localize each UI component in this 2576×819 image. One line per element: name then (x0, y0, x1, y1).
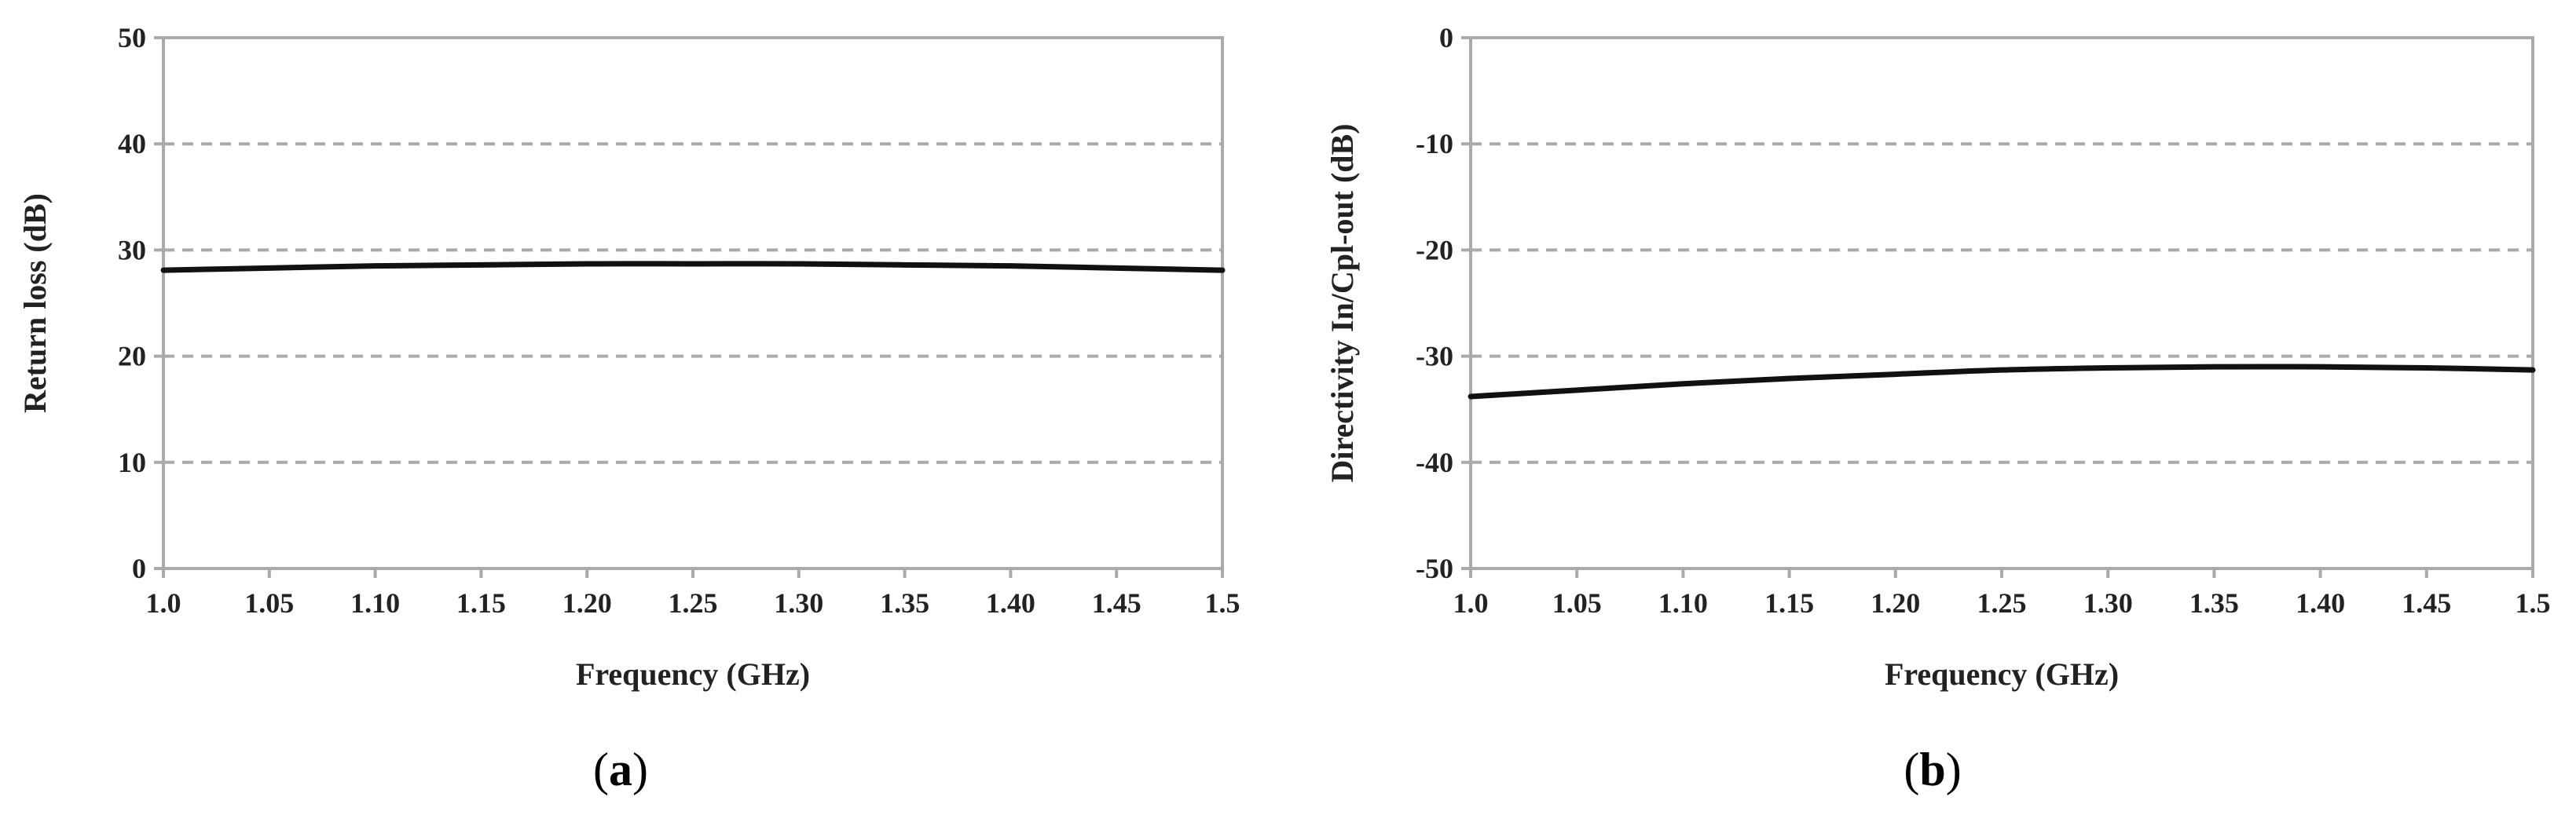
chart-b: -50 -40 -30 -20 -10 0 1.0 1.05 1.10 1.15 1.20 1.25 1… (1325, 22, 2551, 795)
y-axis-title: Directivity In/Cpl-out (dB) (1325, 123, 1360, 482)
y-tick-label: -50 (1416, 553, 1453, 584)
x-tick-label: 1.05 (1552, 587, 1602, 619)
x-tick-label: 1.35 (2189, 587, 2239, 619)
panel-caption-letter: b (1919, 744, 1945, 795)
x-tick-label: 1.45 (2402, 587, 2451, 619)
x-tick-label: 1.40 (986, 587, 1035, 619)
y-tick-label: 0 (132, 553, 146, 584)
panel-caption: (b) (1904, 744, 1961, 795)
x-tick-label: 1.5 (2516, 587, 2551, 619)
x-tick-label: 1.15 (456, 587, 506, 619)
x-tick-label: 1.10 (1658, 587, 1708, 619)
x-tick-label: 1.15 (1764, 587, 1814, 619)
y-tick-label: -20 (1416, 234, 1453, 265)
y-tick-label: -30 (1416, 341, 1453, 372)
x-tick-label: 1.30 (2083, 587, 2133, 619)
series-line (1468, 364, 2536, 400)
x-axis-title: Frequency (GHz) (1885, 656, 2119, 692)
panel-caption: (a) (593, 744, 648, 795)
y-tick-label: -40 (1416, 447, 1453, 478)
y-axis-title: Return loss (dB) (17, 193, 53, 413)
x-tick-label: 1.25 (669, 587, 718, 619)
x-tick-label: 1.20 (1871, 587, 1920, 619)
x-tick-label: 1.25 (1977, 587, 2027, 619)
y-tick-label: 30 (118, 234, 146, 265)
x-tick-label: 1.40 (2296, 587, 2345, 619)
x-axis-title: Frequency (GHz) (576, 656, 810, 692)
x-tick-label: 1.20 (562, 587, 612, 619)
x-tick-label: 1.35 (880, 587, 929, 619)
plot-frame (162, 36, 1224, 570)
x-tick-label: 1.05 (244, 587, 294, 619)
y-tick-label: 40 (118, 128, 146, 159)
series-line (160, 261, 1226, 273)
panel-caption-letter: a (609, 744, 632, 795)
y-tick-label: 20 (118, 341, 146, 372)
x-tick-label: 1.5 (1205, 587, 1240, 619)
x-tick-label: 1.0 (146, 587, 181, 619)
y-tick-label: 10 (118, 447, 146, 478)
x-tick-label: 1.10 (350, 587, 400, 619)
x-tick-label: 1.0 (1453, 587, 1489, 619)
chart-a: 0 10 20 30 40 50 1.0 1.05 1.10 1.15 1.20 1.25 1.30 1.… (17, 22, 1240, 795)
y-tick-label: 0 (1439, 22, 1453, 53)
x-tick-label: 1.45 (1092, 587, 1141, 619)
plot-frame (1469, 36, 2534, 570)
x-tick-label: 1.30 (774, 587, 823, 619)
y-tick-label: 50 (118, 22, 146, 53)
y-tick-label: -10 (1416, 128, 1453, 159)
